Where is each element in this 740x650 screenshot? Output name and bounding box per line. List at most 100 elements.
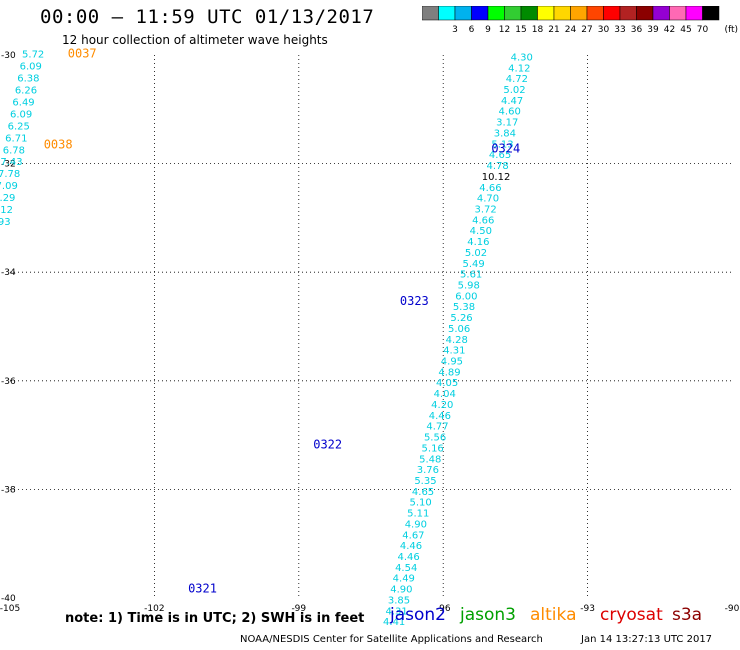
swh-value: 10.12 [482,172,511,183]
swh-value: 4.60 [499,107,521,118]
pass-number-label: 0037 [68,47,97,61]
swh-value: 7.78 [0,169,20,180]
swh-value: 5.13 [491,139,513,150]
lat-tick-label: -38 [1,485,16,495]
swh-value: 5.72 [22,50,44,61]
satellite-legend-cryosat: cryosat [600,605,663,625]
swh-value: 3.17 [496,118,518,129]
lon-tick-label: -90 [725,604,740,614]
swh-value: 5.98 [458,280,480,291]
swh-value: 4.50 [470,226,492,237]
swh-value: 6.49 [12,97,34,108]
lat-tick-label: -36 [1,377,16,387]
swh-value: 5.48 [419,454,441,465]
swh-value: 5.02 [465,248,487,259]
lon-tick-label: -105 [0,604,20,614]
swh-value: 4.46 [397,552,419,563]
swh-value: 4.70 [477,194,499,205]
lat-tick-label: -40 [1,594,16,604]
pass-number-label: 0323 [400,294,429,308]
legend-tick-label: 42 [664,25,675,35]
swh-value: 6.09 [20,62,42,73]
legend-tick-label: 6 [469,25,475,35]
lat-tick-label: -32 [1,160,16,170]
swh-value: 3.76 [417,465,439,476]
satellite-legend-jason2: jason2 [390,605,446,625]
swh-value: 5.38 [453,302,475,313]
legend-tick-label: 24 [565,25,577,35]
units-note: note: 1) Time is in UTC; 2) SWH is in fe… [65,611,365,626]
swh-value: 7.09 [0,181,18,192]
swh-value: 4.31 [385,606,407,617]
swh-value: 6.00 [455,291,477,302]
swh-value: 7.29 [0,193,15,204]
legend-tick-label: 15 [515,25,526,35]
swh-value: 7.43 [0,157,22,168]
legend-unit-label: (ft) [724,25,738,35]
lon-tick-label: -93 [580,604,595,614]
lat-tick-label: -30 [1,51,16,61]
swh-value: 5.61 [460,270,482,281]
credit-line: NOAA/NESDIS Center for Satellite Applica… [240,634,543,645]
lon-tick-label: -102 [144,604,164,614]
swh-value: 5.10 [410,498,432,509]
legend-tick-label: 39 [647,25,659,35]
swh-value: 5.35 [414,476,436,487]
swh-value: 7.12 [0,205,13,216]
swh-value: 4.30 [511,52,533,63]
legend-tick-label: 9 [485,25,491,35]
swh-value: 6.09 [10,109,32,120]
satellite-legend-jason3: jason3 [460,605,516,625]
swh-value: 4.66 [472,215,494,226]
swh-value: 4.12 [508,63,530,74]
page-subtitle: 12 hour collection of altimeter wave hei… [62,33,328,47]
swh-value: 6.93 [0,217,11,228]
legend-tick-label: 70 [697,25,709,35]
legend-tick-label: 18 [532,25,544,35]
swh-value: 4.54 [395,563,417,574]
swh-value: 5.56 [424,433,446,444]
swh-value: 6.38 [17,74,39,85]
swh-value: 4.78 [487,161,509,172]
swh-value: 3.72 [474,204,496,215]
swh-value: 3.84 [494,128,516,139]
swh-value: 4.16 [467,237,489,248]
swh-value: 4.31 [443,346,465,357]
swh-value: 4.05 [436,378,458,389]
swh-value: 4.46 [429,411,451,422]
swh-value: 6.78 [3,145,25,156]
swh-value: 5.49 [462,259,484,270]
legend-tick-label: 30 [598,25,610,35]
swh-value: 4.90 [405,519,427,530]
swh-value: 5.06 [448,324,470,335]
swh-value: 4.77 [426,422,448,433]
swh-value: 4.41 [383,617,405,628]
page-title: 00:00 – 11:59 UTC 01/13/2017 [40,6,375,28]
swh-value: 4.95 [441,357,463,368]
lon-tick-label: -99 [291,604,306,614]
swh-value: 4.67 [402,530,424,541]
legend-tick-label: 36 [631,25,643,35]
pass-number-label: 0324 [491,142,520,156]
swh-value: 4.65 [489,150,511,161]
swh-value: 5.11 [407,509,429,520]
swh-value: 3.85 [388,595,410,606]
swh-value: 5.26 [450,313,472,324]
swh-value: 4.20 [431,400,453,411]
satellite-legend-s3a: s3a [672,605,703,625]
legend-swatch [702,6,720,21]
swh-value: 4.49 [393,574,415,585]
swh-value: 6.26 [15,86,37,97]
swh-value: 6.25 [8,121,30,132]
pass-number-label: 0321 [188,582,217,596]
swh-value: 4.46 [400,541,422,552]
pass-number-label: 0038 [44,137,73,151]
legend-tick-label: 12 [499,25,510,35]
pass-number-label: 0322 [313,438,342,452]
swh-value: 4.28 [446,335,468,346]
legend-tick-label: 3 [452,25,458,35]
satellite-legend-altika: altika [530,605,577,625]
swh-color-legend: 3 6 9 12 15 18 21 24 27 30 33 36 39 42 45 70 (ft) [422,6,738,35]
swh-value: 4.04 [434,389,456,400]
